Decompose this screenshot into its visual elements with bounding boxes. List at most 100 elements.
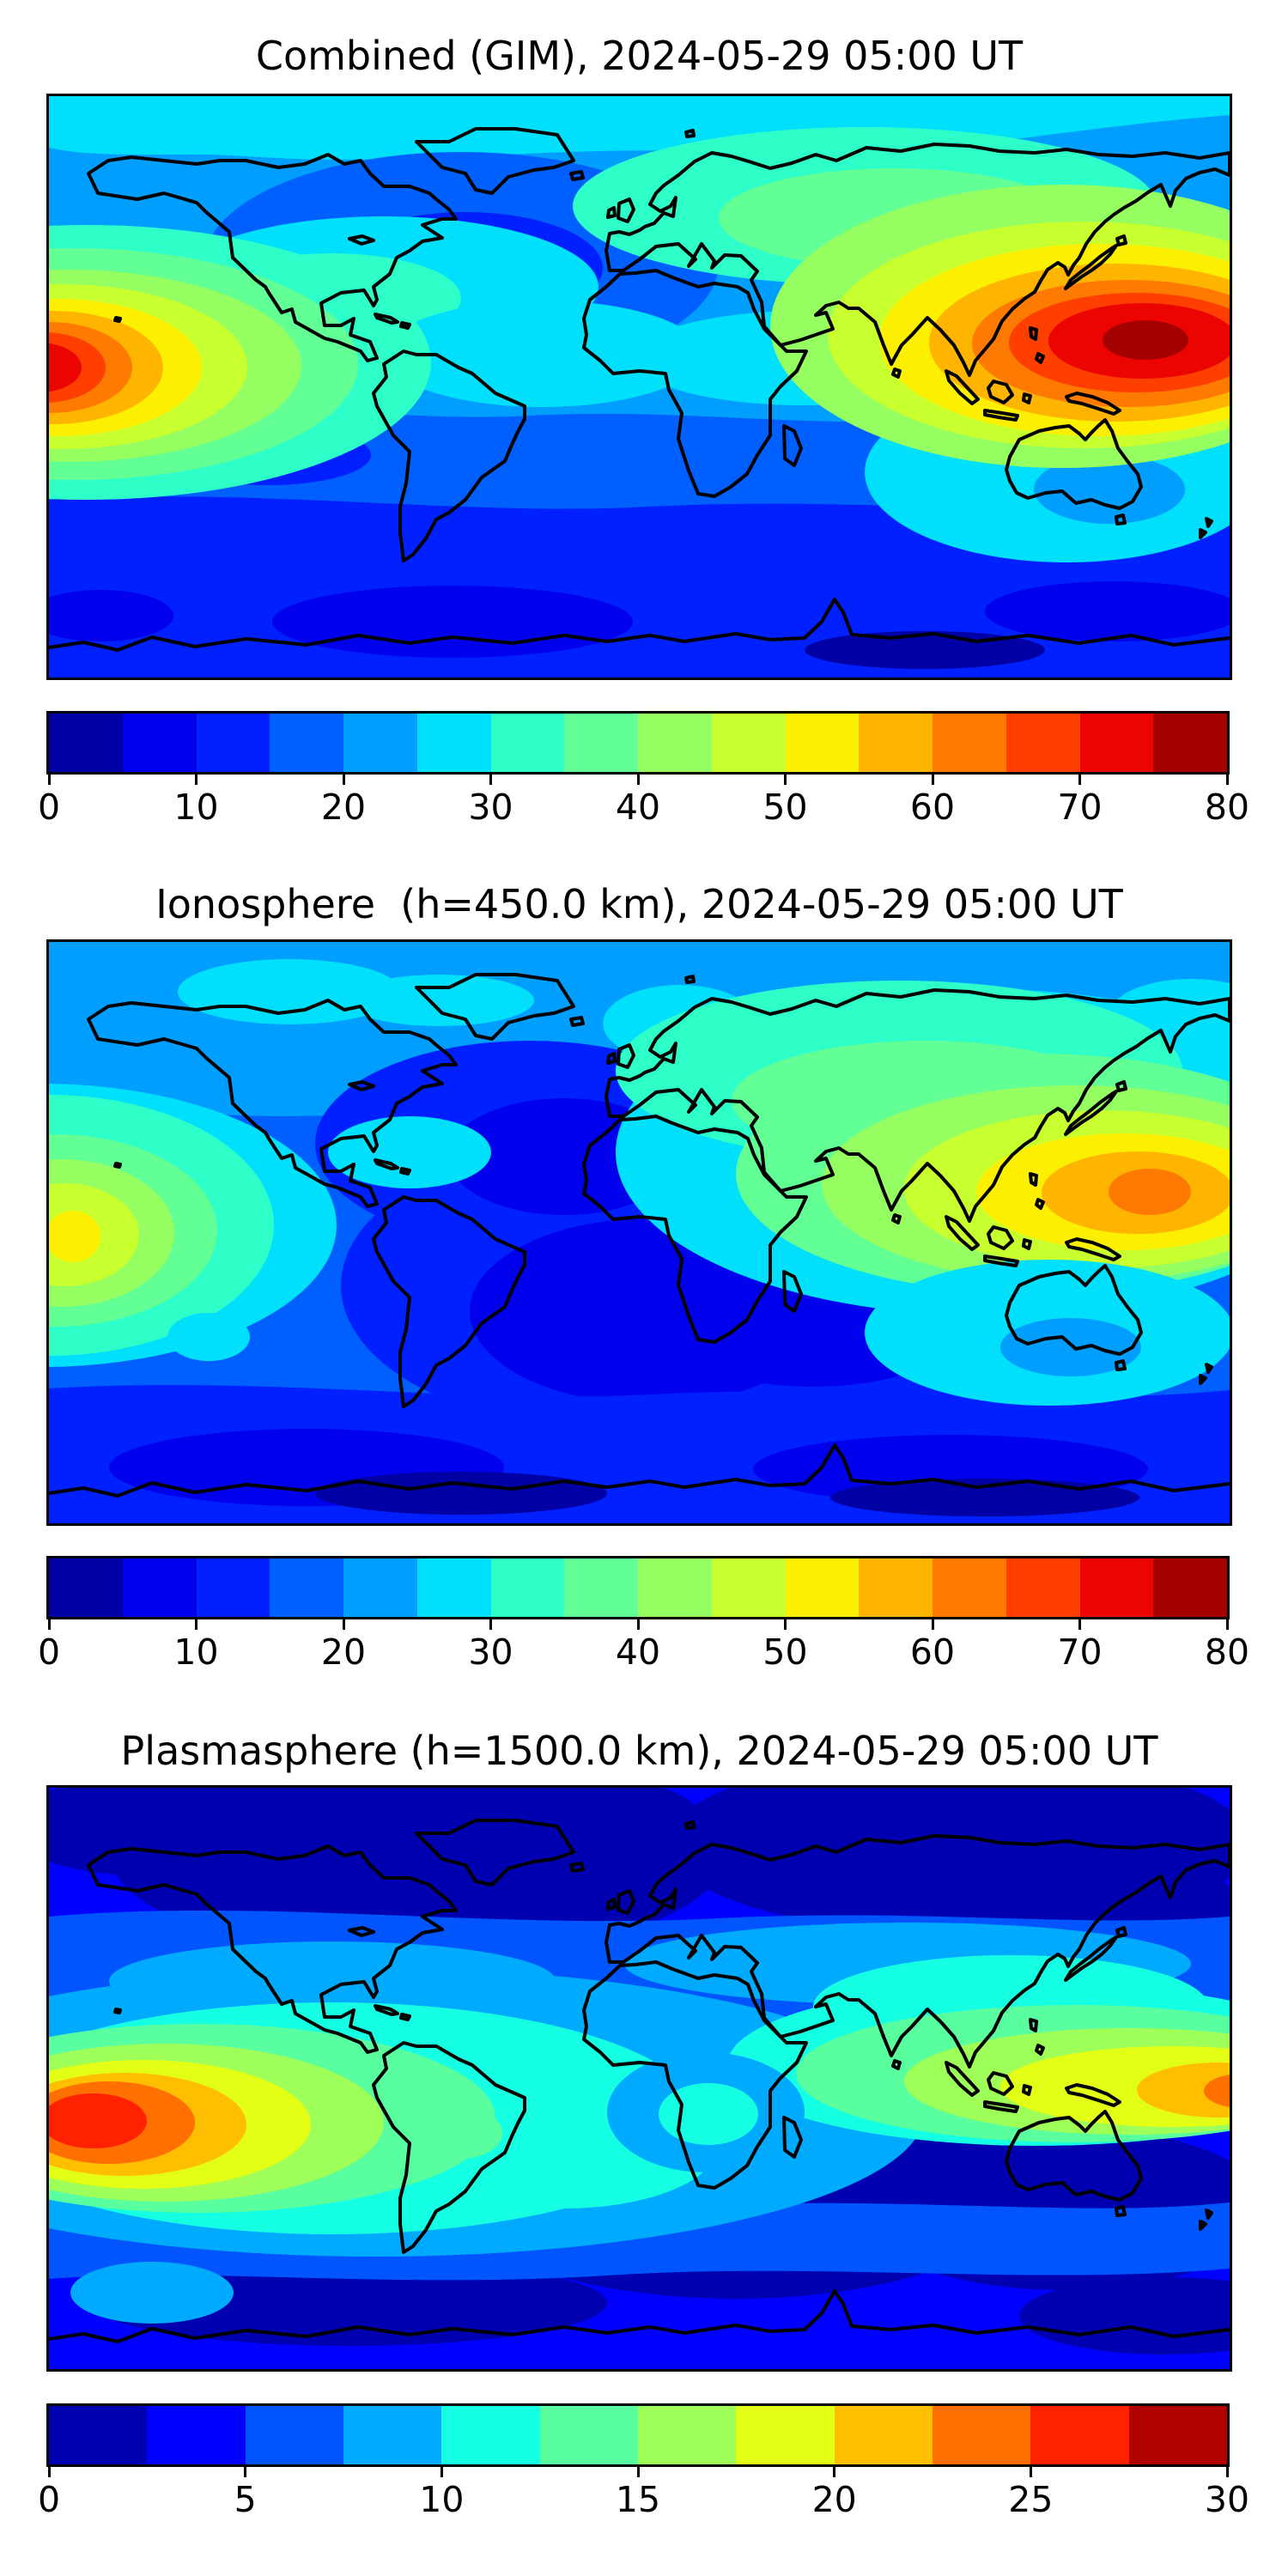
- coastline-path: [113, 316, 122, 323]
- coastline-path: [1005, 418, 1143, 510]
- world-contour-map-plasmasphere: [49, 1788, 1230, 2369]
- colorbar-tick-label: 30: [1204, 2479, 1250, 2520]
- coastline-path: [399, 1167, 411, 1176]
- coastline-path: [415, 127, 575, 195]
- coastline-path: [1205, 517, 1213, 528]
- colorbar-tick-mark: [1225, 1617, 1229, 1630]
- colorbar-segment: [638, 714, 712, 772]
- colorbar-strip: [49, 2406, 1227, 2464]
- colorbar-tick-mark: [1225, 772, 1229, 785]
- colorbar-segment: [932, 2406, 1031, 2464]
- coastline-path: [891, 368, 902, 379]
- colorbar-tick-label: 0: [37, 1631, 61, 1673]
- coastline-path: [374, 1158, 399, 1170]
- colorbar-segment: [1030, 2406, 1129, 2464]
- colorbar-segment: [490, 1558, 565, 1617]
- coastline-path: [569, 1862, 585, 1873]
- coastline-path: [945, 1215, 980, 1251]
- colorbar-tick-label: 0: [37, 2479, 61, 2520]
- coastline-path: [617, 197, 635, 223]
- colorbar-segment: [1005, 1558, 1080, 1617]
- colorbar-tick-label: 25: [1008, 2479, 1054, 2520]
- panel-plasmasphere-map: [46, 1785, 1232, 2372]
- coastline-path: [348, 1080, 375, 1091]
- colorbar-segment: [49, 714, 123, 772]
- panel-ionosphere-map: [46, 939, 1232, 1526]
- panel-plasmasphere-colorbar: [46, 2403, 1230, 2467]
- coastline-path: [348, 1926, 375, 1937]
- contour-band: [345, 975, 534, 1026]
- coastline-path: [617, 1889, 635, 1915]
- colorbar-tick-label: 80: [1204, 787, 1250, 828]
- colorbar-segment: [736, 2406, 835, 2464]
- contour-layers: [49, 96, 1230, 677]
- colorbar-tick-label: 50: [762, 787, 808, 828]
- coastline-path: [606, 1052, 617, 1065]
- colorbar-segment: [859, 714, 933, 772]
- colorbar-tick-mark: [195, 772, 197, 785]
- coastline-path: [617, 1043, 635, 1069]
- colorbar-tick-mark: [342, 772, 345, 785]
- coastline-path: [87, 999, 458, 1208]
- coastline-path: [1029, 326, 1038, 341]
- coastlines: [49, 973, 1230, 1498]
- colorbar-segment: [122, 714, 197, 772]
- colorbar-tick-label: 60: [909, 787, 956, 828]
- contour-band: [1034, 455, 1185, 524]
- coastline-path: [49, 2289, 1230, 2343]
- colorbar-tick-mark: [1078, 772, 1081, 785]
- coastline-path: [1022, 392, 1032, 404]
- colorbar-segment: [490, 714, 565, 772]
- colorbar-tick-label: 15: [615, 2479, 661, 2520]
- colorbar-tick-label: 10: [173, 787, 219, 828]
- colorbar-segment: [933, 1558, 1006, 1617]
- coastline-path: [1115, 234, 1127, 246]
- colorbar-tick-label: 70: [1057, 787, 1103, 828]
- colorbar-segment: [711, 714, 786, 772]
- contour-band: [49, 343, 82, 392]
- coastline-path: [1064, 1090, 1118, 1136]
- contour-band: [1204, 2075, 1230, 2107]
- colorbar-tick-mark: [833, 2464, 836, 2477]
- colorbar-tick-label: 30: [468, 787, 513, 828]
- coastline-path: [1065, 1237, 1121, 1261]
- coastline-path: [569, 1016, 585, 1027]
- contour-band: [1103, 320, 1188, 360]
- coastline-path: [1005, 1264, 1143, 1356]
- colorbar-tick-label: 60: [909, 1631, 956, 1673]
- contour-band: [420, 2107, 502, 2159]
- contour-band: [830, 1479, 1139, 1516]
- coastline-path: [684, 129, 696, 138]
- coastline-path: [782, 2116, 803, 2159]
- coastline-path: [684, 1820, 696, 1830]
- coastline-path: [1029, 2018, 1038, 2032]
- coastline-path: [983, 1255, 1019, 1267]
- colorbar-segment: [1005, 714, 1080, 772]
- coastline-path: [945, 369, 980, 405]
- colorbar-segment: [122, 1558, 197, 1617]
- colorbar-tick-mark: [1078, 1617, 1081, 1630]
- coastlines: [49, 1819, 1230, 2343]
- coastline-path: [782, 424, 803, 467]
- colorbar-segment: [245, 2406, 343, 2464]
- colorbar-tick-label: 50: [762, 1631, 808, 1673]
- colorbar-tick-mark: [489, 772, 492, 785]
- contour-band: [1137, 2063, 1230, 2117]
- coastline-path: [983, 409, 1019, 422]
- coastline-path: [415, 1819, 575, 1886]
- panel-ionosphere-title: Ionosphere (h=450.0 km), 2024-05-29 05:0…: [155, 881, 1123, 927]
- coastline-path: [606, 1898, 617, 1911]
- coastline-path: [987, 1225, 1014, 1250]
- colorbar-segment: [785, 1558, 860, 1617]
- panel-combined-map: [46, 94, 1232, 680]
- colorbar-tick-mark: [931, 1617, 934, 1630]
- coastline-path: [1022, 2084, 1032, 2096]
- coastline-path: [1005, 2110, 1143, 2202]
- coastline-path: [49, 1443, 1230, 1498]
- colorbar-segment: [1128, 2406, 1227, 2464]
- colorbar-tick-mark: [636, 1617, 640, 1630]
- colorbar-segment: [711, 1558, 786, 1617]
- coastline-path: [684, 975, 696, 984]
- contour-band: [384, 301, 702, 407]
- contour-band: [659, 2083, 758, 2145]
